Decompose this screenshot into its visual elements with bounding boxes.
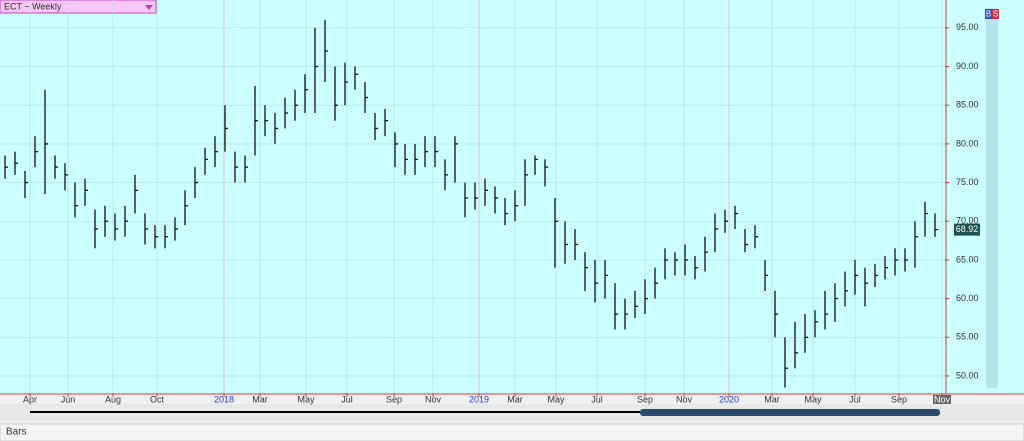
last-value-box [954, 223, 980, 236]
y-tick-label: 60.00 [956, 293, 979, 303]
y-tick-label: 90.00 [956, 61, 979, 71]
y-tick-label: 75.00 [956, 177, 979, 187]
x-tick-label: Jun [61, 394, 76, 404]
sell-button[interactable] [992, 9, 999, 19]
y-tick-label: 70.00 [956, 216, 979, 226]
buy-button[interactable] [985, 9, 992, 19]
sell-label: S [993, 10, 998, 19]
x-tick-label: Sep [891, 394, 907, 404]
buy-label: B [986, 10, 991, 19]
x-tick-label: May [804, 394, 822, 404]
x-tick-label: Nov [425, 394, 442, 404]
x-tick-label: Sep [637, 394, 653, 404]
x-tick-label: 2018 [214, 394, 234, 404]
scroll-track [30, 411, 640, 413]
x-tick-label: 2019 [469, 394, 489, 404]
x-tick-label: 2020 [719, 394, 739, 404]
y-tick-label: 50.00 [956, 370, 979, 380]
x-tick-highlight [933, 395, 951, 404]
x-tick-label: Jul [591, 394, 603, 404]
y-tick-label: 85.00 [956, 100, 979, 110]
plot-area [0, 0, 946, 394]
y-tick-label: 55.00 [956, 332, 979, 342]
title-box[interactable] [0, 0, 157, 14]
scroll-thumb[interactable] [640, 409, 940, 416]
x-tick-label: Aug [105, 394, 121, 404]
x-tick-label: Oct [150, 394, 165, 404]
x-tick-label: Mar [252, 394, 268, 404]
x-tick-label: Jul [341, 394, 353, 404]
y-tick-label: 95.00 [956, 22, 979, 32]
x-tick-label: Mar [507, 394, 523, 404]
last-value-label: 68.92 [956, 224, 979, 234]
x-tick-label: Jul [849, 394, 861, 404]
x-tick-label: Nov [676, 394, 693, 404]
dropdown-arrow[interactable] [145, 5, 153, 10]
x-tick-label: Apr [23, 394, 37, 404]
chart-style-label[interactable]: Bars [6, 427, 27, 438]
x-tick-label: Nov [934, 394, 951, 404]
x-tick-label: May [297, 394, 315, 404]
x-tick-label: Mar [764, 394, 780, 404]
x-tick-label: May [547, 394, 565, 404]
side-strip [986, 8, 998, 388]
x-tick-label: Sep [386, 394, 402, 404]
axis-area [946, 0, 1024, 394]
chart-title: ECT ~ Weekly [4, 1, 62, 11]
y-tick-label: 65.00 [956, 254, 979, 264]
y-tick-label: 80.00 [956, 138, 979, 148]
footer-bar [0, 423, 1024, 441]
